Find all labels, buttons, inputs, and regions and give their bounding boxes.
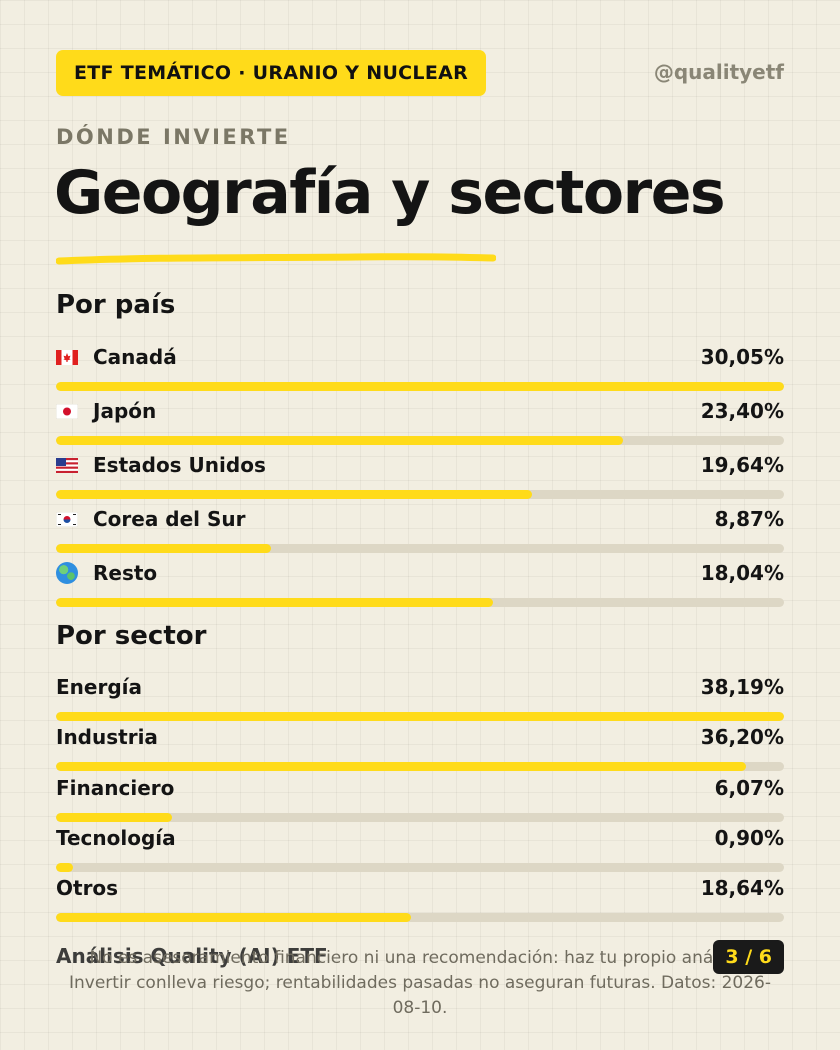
progress-fill	[56, 382, 784, 391]
country-percentage: 8,87%	[714, 507, 784, 531]
sector-row-other: Otros 18,64%	[56, 875, 784, 922]
sector-label: Financiero	[56, 776, 175, 800]
progress-track	[56, 436, 784, 445]
progress-fill	[56, 762, 747, 771]
progress-track	[56, 813, 784, 822]
sector-label: Otros	[56, 876, 119, 900]
topic-badge: ETF TEMÁTICO · URANIO Y NUCLEAR	[56, 50, 487, 96]
page-indicator-label: 3 / 6	[725, 946, 772, 968]
progress-track	[56, 382, 784, 391]
disclaimer-text: No es asesoramiento financiero ni una re…	[69, 948, 771, 1018]
account-handle: @qualityetf	[653, 60, 784, 84]
japan-flag-icon	[56, 403, 78, 419]
canada-flag-icon	[56, 349, 78, 365]
country-label: Canadá	[93, 345, 177, 369]
progress-fill	[56, 913, 412, 922]
footer: Análisis Quality (AI) ETF No es asesoram…	[56, 936, 784, 1036]
sector-percentage: 36,20%	[700, 725, 784, 749]
progress-track	[56, 762, 784, 771]
page-title: Geografía y sectores	[54, 158, 726, 228]
progress-track	[56, 490, 784, 499]
country-label: Japón	[93, 399, 157, 423]
section-kicker: DÓNDE INVIERTE	[56, 125, 291, 149]
page-indicator: 3 / 6	[713, 940, 784, 974]
country-label: Corea del Sur	[93, 507, 246, 531]
country-label: Resto	[93, 561, 158, 585]
sector-row-technology: Tecnología 0,90%	[56, 825, 784, 872]
sector-label: Energía	[56, 675, 142, 699]
progress-track	[56, 712, 784, 721]
title-underline	[56, 253, 496, 265]
progress-fill	[56, 544, 271, 553]
country-percentage: 30,05%	[700, 345, 784, 369]
footer-brand: Análisis Quality (AI) ETF	[56, 944, 328, 968]
south-korea-flag-icon	[56, 511, 78, 527]
country-row-south-korea: Corea del Sur 8,87%	[56, 506, 784, 553]
progress-track	[56, 863, 784, 872]
country-label: Estados Unidos	[93, 453, 266, 477]
sector-percentage: 18,64%	[700, 876, 784, 900]
country-percentage: 23,40%	[700, 399, 784, 423]
sector-label: Tecnología	[56, 826, 176, 850]
progress-track	[56, 598, 784, 607]
country-section-title: Por país	[56, 290, 176, 320]
progress-fill	[56, 813, 172, 822]
globe-icon	[56, 562, 78, 584]
sector-row-industry: Industria 36,20%	[56, 724, 784, 771]
progress-fill	[56, 490, 532, 499]
sector-label: Industria	[56, 725, 158, 749]
progress-fill	[56, 863, 74, 872]
country-percentage: 18,04%	[700, 561, 784, 585]
country-percentage: 19,64%	[700, 453, 784, 477]
topic-badge-label: ETF TEMÁTICO · URANIO Y NUCLEAR	[74, 62, 469, 84]
sector-row-financial: Financiero 6,07%	[56, 775, 784, 822]
country-row-rest: Resto 18,04%	[56, 560, 784, 607]
sector-section-title: Por sector	[56, 621, 207, 651]
progress-track	[56, 544, 784, 553]
country-row-japan: Japón 23,40%	[56, 398, 784, 445]
progress-fill	[56, 598, 494, 607]
progress-fill	[56, 712, 784, 721]
usa-flag-icon	[56, 457, 78, 473]
sector-percentage: 0,90%	[714, 826, 784, 850]
progress-track	[56, 913, 784, 922]
country-row-united-states: Estados Unidos 19,64%	[56, 452, 784, 499]
sector-row-energy: Energía 38,19%	[56, 674, 784, 721]
country-row-canada: Canadá 30,05%	[56, 344, 784, 391]
progress-fill	[56, 436, 623, 445]
sector-percentage: 38,19%	[700, 675, 784, 699]
sector-percentage: 6,07%	[714, 776, 784, 800]
